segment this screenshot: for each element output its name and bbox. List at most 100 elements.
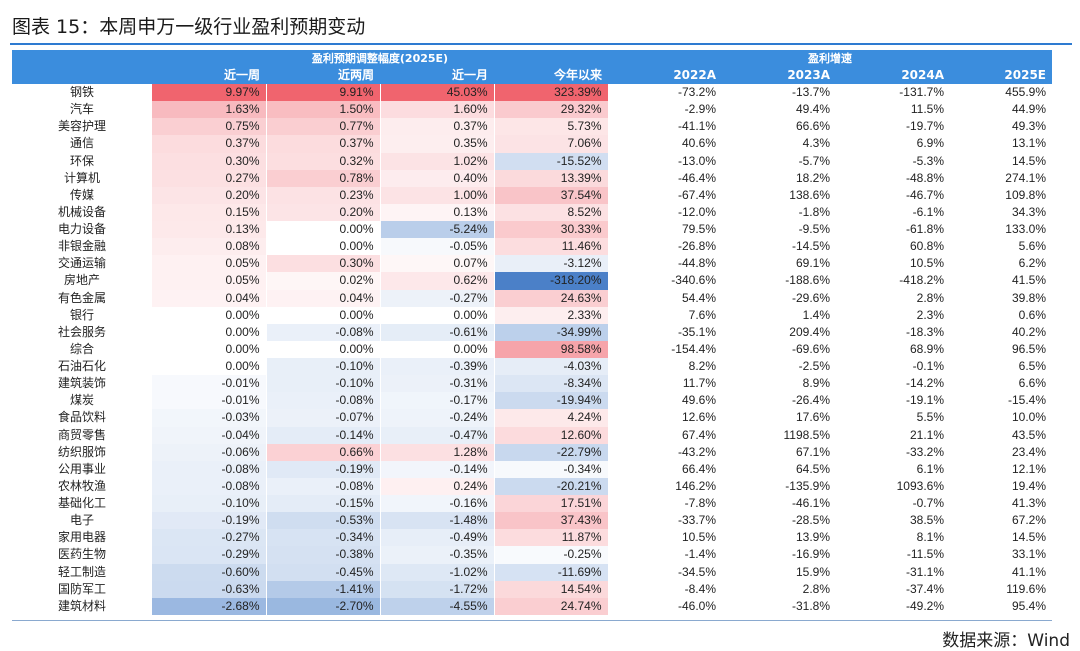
cell-g23: -46.1% [791,496,830,511]
cell-g23: 13.9% [795,530,830,545]
table-row: 美容护理 0.75% 0.77% 0.37% 5.73% -41.1% 66.6% -19.7… [12,118,1052,136]
cell-ytd: -20.21% [494,477,609,495]
cell-g25: 6.2% [1018,256,1046,271]
cell-g23: 49.4% [795,102,830,117]
industry-name: 建筑材料 [57,598,106,613]
cell-g24: -5.3% [912,153,944,168]
cell-g25: 133.0% [1005,222,1046,237]
cell-w2: -0.14% [266,426,381,444]
cell-m1: 0.37% [380,118,495,136]
cell-ytd: 2.33% [494,306,609,324]
cell-ytd: 37.43% [494,512,609,530]
cell-w1: -2.68% [152,597,267,615]
cell-g25: 274.1% [1005,170,1046,185]
cell-m1: -0.16% [380,495,495,513]
cell-g24: 10.5% [909,256,944,271]
header-group-row: 盈利预期调整幅度(2025E) 盈利增速 [12,50,1052,67]
industry-name: 汽车 [69,102,94,117]
cell-g25: 41.5% [1011,273,1046,288]
header-col-month: 近一月 [380,67,494,84]
cell-g22: -35.1% [677,324,716,339]
table-row: 建筑装饰 -0.01% -0.10% -0.31% -8.34% 11.7% 8.9% -14… [12,375,1052,393]
cell-w1: -0.08% [152,477,267,495]
cell-w2: 0.04% [266,289,381,307]
cell-m1: 0.00% [380,340,495,358]
cell-g24: -19.1% [905,393,944,408]
cell-m1: -0.39% [380,358,495,376]
cell-ytd: 11.87% [494,529,609,547]
cell-g25: 6.6% [1018,376,1046,391]
cell-g23: 66.6% [795,119,830,134]
cell-w2: 0.37% [266,135,381,153]
cell-g22: -73.2% [677,85,716,100]
cell-g23: 67.1% [795,444,830,459]
cell-g23: 2.8% [802,581,830,596]
cell-g22: -12.0% [677,204,716,219]
cell-g25: 95.4% [1011,598,1046,613]
cell-g23: -135.9% [785,478,830,493]
cell-m1: 0.00% [380,306,495,324]
industry-name: 房地产 [63,273,100,288]
cell-m1: -0.24% [380,409,495,427]
cell-w1: 0.20% [152,186,267,204]
cell-w1: 0.37% [152,135,267,153]
cell-g22: -44.8% [677,256,716,271]
cell-w2: 0.20% [266,203,381,221]
cell-w1: -0.19% [152,512,267,530]
cell-w1: 0.00% [152,323,267,341]
cell-g22: -67.4% [677,187,716,202]
cell-w2: -0.07% [266,409,381,427]
cell-g24: -46.7% [905,187,944,202]
cell-ytd: 323.39% [494,84,609,102]
cell-w1: -0.06% [152,443,267,461]
cell-w2: 0.32% [266,152,381,170]
header-group-revision: 盈利预期调整幅度(2025E) [152,50,608,67]
cell-g24: -14.2% [905,376,944,391]
cell-g25: 67.2% [1011,513,1046,528]
cell-g24: -6.1% [912,204,944,219]
industry-name: 机械设备 [57,204,106,219]
industry-name: 煤炭 [69,393,94,408]
cell-ytd: 29.32% [494,101,609,119]
cell-w1: 0.30% [152,152,267,170]
industry-name: 非银金融 [57,239,106,254]
cell-g25: 33.1% [1011,547,1046,562]
cell-g24: -11.5% [906,547,944,562]
cell-g25: 44.9% [1011,102,1046,117]
table-row: 通信 0.37% 0.37% 0.35% 7.06% 40.6% 4.3% 6.9% 13.1% [12,135,1052,153]
industry-name: 电子 [69,513,94,528]
cell-w2: -0.10% [266,358,381,376]
cell-w1: 0.00% [152,306,267,324]
cell-w1: 0.00% [152,358,267,376]
cell-ytd: 24.74% [494,597,609,615]
cell-g23: -5.7% [798,153,830,168]
cell-g25: 96.5% [1011,341,1046,356]
cell-w1: -0.01% [152,375,267,393]
cell-ytd: -8.34% [494,375,609,393]
cell-m1: 1.02% [380,152,495,170]
cell-g22: 11.7% [682,376,716,391]
cell-w2: -0.15% [266,495,381,513]
table-row: 建筑材料 -2.68% -2.70% -4.55% 24.74% -46.0% -31.8%… [12,597,1052,615]
cell-w1: 0.27% [152,169,267,187]
header-col-two-weeks: 近两周 [266,67,380,84]
cell-g24: 21.1% [909,427,944,442]
cell-w2: -1.41% [266,580,381,598]
cell-g23: 4.3% [802,136,830,151]
cell-g23: 138.6% [789,187,830,202]
industry-name: 公用事业 [57,461,106,476]
cell-g22: -1.4% [684,547,716,562]
cell-m1: -1.72% [380,580,495,598]
table-row: 社会服务 0.00% -0.08% -0.61% -34.99% -35.1% 209.4%… [12,323,1052,341]
table-row: 交通运输 0.05% 0.30% 0.07% -3.12% -44.8% 69.1% 10.5… [12,255,1052,273]
cell-ytd: -4.03% [494,358,609,376]
cell-g22: -26.8% [677,239,716,254]
cell-ytd: 98.58% [494,340,609,358]
cell-w2: 1.50% [266,101,381,119]
header-col-2022a: 2022A [608,67,722,84]
industry-name: 基础化工 [57,496,106,511]
table-row: 机械设备 0.15% 0.20% 0.13% 8.52% -12.0% -1.8% -6.1%… [12,203,1052,221]
cell-g23: 64.5% [795,461,830,476]
cell-g24: 38.5% [909,513,944,528]
cell-ytd: -3.12% [494,255,609,273]
